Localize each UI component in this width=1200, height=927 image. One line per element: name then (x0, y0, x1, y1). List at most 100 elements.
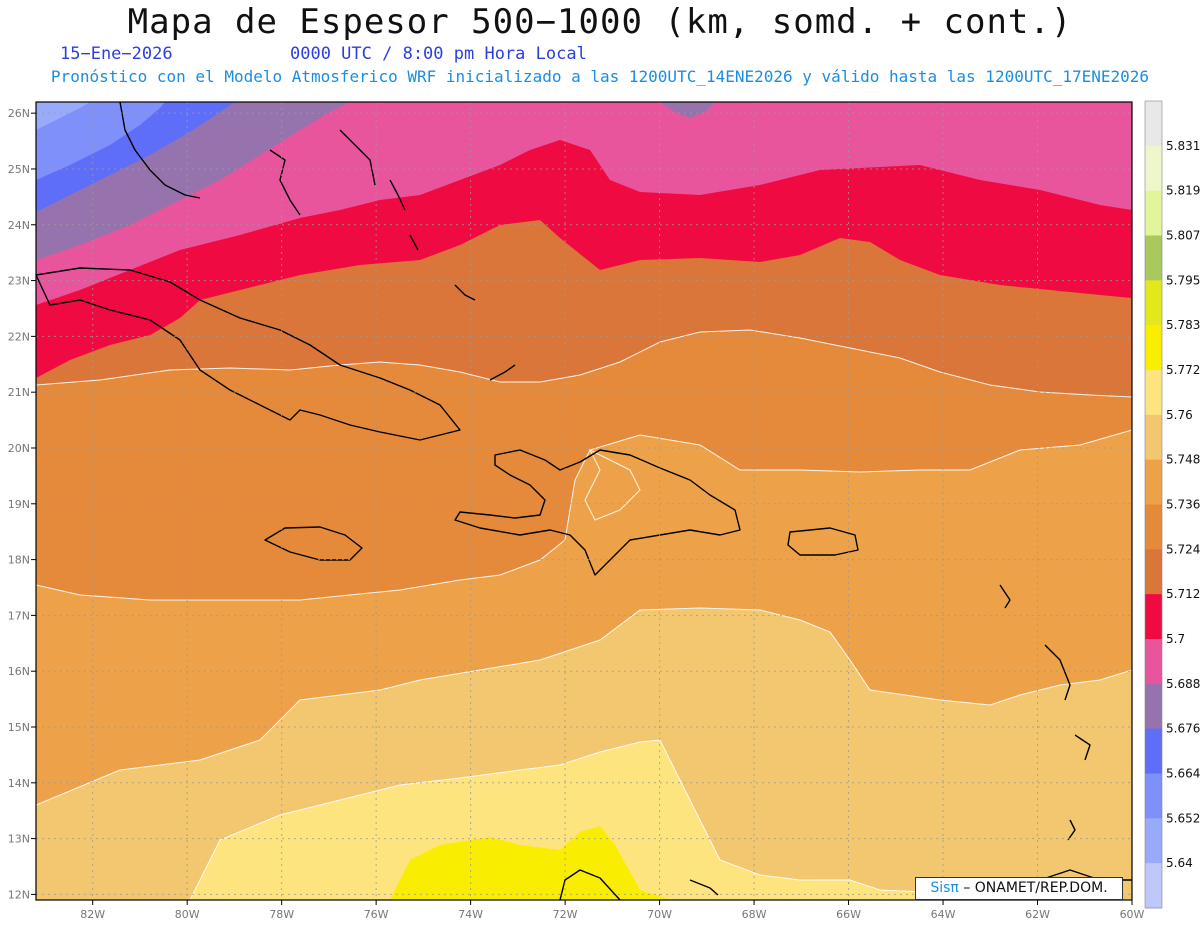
colorbar-swatch (1145, 459, 1162, 505)
band-5640 (36, 102, 90, 130)
colorbar-swatch (1145, 325, 1162, 371)
colorbar-swatch (1145, 773, 1162, 819)
colorbar-swatch (1145, 594, 1162, 640)
coast-bahamas-2 (339, 129, 376, 186)
coast-bahamas-3 (389, 179, 406, 211)
colorbar-label: 5.724 (1166, 542, 1200, 556)
lat-tick-label: 24N (8, 219, 30, 232)
colorbar-swatch (1145, 370, 1162, 416)
colorbar-label: 5.736 (1166, 498, 1200, 512)
lon-tick-label: 70W (647, 908, 672, 921)
latitude-axis: 26N 25N 24N 23N 22N 21N 20N 19N 18N 17N 16N 15N 14N 1… (8, 107, 36, 901)
colorbar-swatch (1145, 235, 1162, 281)
colorbar-label: 5.64 (1166, 856, 1193, 870)
coast-bahamas-1 (269, 149, 301, 216)
coast-puerto-rico (787, 527, 859, 556)
lon-tick-label: 72W (553, 908, 578, 921)
colorbar-frame (1144, 100, 1163, 909)
lat-tick-label: 23N (8, 275, 30, 288)
credit-box: Sisπ – ONAMET/REP.DOM. (915, 877, 1123, 900)
colorbar-swatch (1145, 683, 1162, 730)
longitude-axis: 82W 80W 78W 76W 74W 72W 70W 68W 66W 64W 62W 60W (80, 900, 1145, 921)
colorbar-label: 5.783 (1166, 318, 1200, 332)
coastlines (36, 102, 1132, 900)
colorbar-label: 5.652 (1166, 811, 1200, 825)
coast-cuba (36, 267, 461, 441)
colorbar-swatch (1145, 504, 1162, 550)
colorbar: 5.831 5.819 5.807 5.795 5.783 5.772 5.76 5.748 5… (1144, 100, 1200, 909)
band-5688 (36, 102, 1132, 305)
band-5676-east (660, 102, 715, 118)
coast-grenada (1067, 819, 1076, 841)
lon-tick-label: 80W (175, 908, 200, 921)
credit-brand: Sisπ (930, 880, 959, 896)
lat-tick-label: 25N (8, 163, 30, 176)
contour-lines (36, 329, 1132, 900)
colorbar-label: 5.712 (1166, 587, 1200, 601)
colorbar-swatch (1145, 190, 1162, 236)
colorbar-label: 5.676 (1166, 722, 1200, 736)
colorbar-label: 5.831 (1166, 139, 1200, 153)
lon-tick-label: 74W (458, 908, 483, 921)
lat-tick-label: 20N (8, 442, 30, 455)
coast-florida (119, 102, 201, 199)
colorbar-label: 5.7 (1166, 632, 1185, 646)
colorbar-swatch (1145, 280, 1162, 326)
lat-tick-label: 18N (8, 554, 30, 567)
coast-hispaniola (454, 449, 741, 576)
band-5772 (390, 826, 670, 900)
lon-tick-label: 82W (80, 908, 105, 921)
lat-tick-label: 21N (8, 386, 30, 399)
lat-tick-label: 13N (8, 833, 30, 846)
colorbar-label: 5.819 (1166, 184, 1200, 198)
colorbar-swatch (1145, 728, 1162, 774)
lon-tick-label: 66W (836, 908, 861, 921)
coast-venezuela-1 (559, 869, 621, 900)
forecast-date: 15−Ene−2026 (60, 44, 173, 64)
plot-frame (35, 101, 1133, 901)
coast-islands-1 (999, 584, 1011, 609)
coast-bahamas-4 (409, 234, 419, 251)
lon-tick-label: 76W (364, 908, 389, 921)
lat-tick-label: 15N (8, 721, 30, 734)
colorbar-swatch (1145, 549, 1162, 595)
coast-martinique (1074, 734, 1091, 761)
colorbar-label: 5.807 (1166, 229, 1200, 243)
lat-tick-label: 26N (8, 107, 30, 120)
colorbar-swatch (1145, 639, 1162, 685)
band-5652 (36, 102, 165, 180)
credit-text: – ONAMET/REP.DOM. (963, 880, 1108, 896)
page-title: Mapa de Espesor 500−1000 (km, somd. + co… (127, 2, 1073, 42)
lon-tick-label: 78W (269, 908, 294, 921)
coast-venezuela-2 (689, 879, 719, 896)
lat-tick-label: 22N (8, 330, 30, 343)
colorbar-swatch (1145, 414, 1162, 461)
lat-tick-label: 12N (8, 888, 30, 901)
colorbar-label: 5.688 (1166, 677, 1200, 691)
colorbar-label: 5.772 (1166, 363, 1200, 377)
lat-tick-label: 17N (8, 609, 30, 622)
lon-tick-label: 62W (1025, 908, 1050, 921)
lon-tick-label: 68W (742, 908, 767, 921)
colorbar-label: 5.795 (1166, 273, 1200, 287)
coast-turks (489, 364, 516, 381)
model-description: Pronóstico con el Modelo Atmosferico WRF… (50, 67, 1150, 86)
colorbar-swatch (1145, 863, 1162, 909)
coast-jamaica (264, 526, 363, 561)
colorbar-swatch (1145, 818, 1162, 864)
colorbar-label: 5.76 (1166, 408, 1193, 422)
colorbar-label: 5.748 (1166, 453, 1200, 467)
lon-tick-label: 60W (1120, 908, 1145, 921)
lat-tick-label: 19N (8, 498, 30, 511)
shaded-fields (36, 102, 1132, 900)
lat-tick-label: 14N (8, 777, 30, 790)
colorbar-swatch (1145, 101, 1162, 147)
coast-bahamas-5 (454, 284, 476, 301)
coast-guadeloupe (1044, 644, 1071, 701)
colorbar-label: 5.664 (1166, 767, 1200, 781)
graticule (36, 102, 1132, 900)
forecast-time: 0000 UTC / 8:00 pm Hora Local (290, 44, 587, 64)
lon-tick-label: 64W (931, 908, 956, 921)
lat-tick-label: 16N (8, 665, 30, 678)
